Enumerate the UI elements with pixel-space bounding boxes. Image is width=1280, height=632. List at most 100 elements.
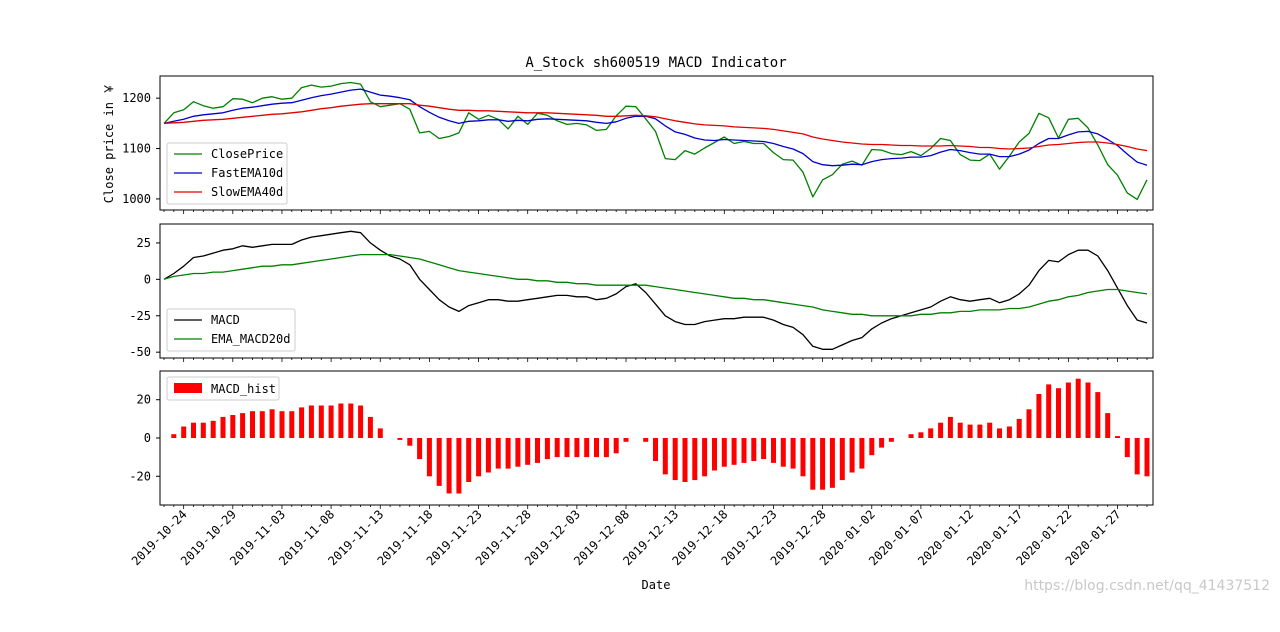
hist-bar	[839, 438, 845, 481]
hist-bar	[338, 403, 344, 438]
hist-bar	[456, 438, 462, 494]
y-tick-label: 0	[144, 272, 151, 286]
hist-bar	[505, 438, 511, 469]
hist-bar	[1056, 388, 1061, 438]
hist-bar	[918, 432, 924, 438]
y-tick-label: -20	[129, 469, 151, 483]
hist-bar	[466, 438, 472, 482]
hist-bar	[938, 422, 944, 438]
legend-hist-label: MACD_hist	[211, 382, 276, 396]
hist-bar	[200, 422, 206, 438]
slowema40d-line	[163, 103, 1148, 152]
fastema10d-line	[163, 88, 1148, 167]
hist-bar	[358, 405, 364, 438]
hist-bar	[269, 409, 275, 438]
hist-bar	[397, 438, 403, 440]
hist-bar	[810, 438, 816, 490]
hist-bar	[240, 413, 246, 438]
hist-bar	[712, 438, 717, 471]
legend-closeprice-label: ClosePrice	[211, 147, 283, 161]
hist-y-ticks: -20 0 20	[129, 393, 160, 483]
hist-bar	[250, 411, 255, 438]
hist-bar	[318, 405, 324, 438]
hist-bar	[407, 438, 413, 446]
hist-bar	[367, 416, 373, 438]
price-panel: 1000 1100 1200 Close price in ￥ ClosePrice…	[102, 75, 1154, 214]
hist-bar	[721, 438, 727, 467]
hist-bar	[191, 422, 196, 438]
hist-bar	[594, 438, 599, 458]
hist-bar	[259, 411, 265, 438]
hist-bar	[377, 428, 383, 438]
hist-bar	[525, 438, 531, 465]
x-axis-label: Date	[642, 578, 671, 592]
hist-bar	[682, 438, 688, 482]
hist-bar	[643, 438, 649, 442]
hist-bar	[1144, 438, 1150, 477]
hist-bar	[574, 438, 580, 458]
hist-bar	[1095, 392, 1101, 438]
hist-bar	[829, 438, 835, 488]
hist-bar	[623, 438, 629, 442]
hist-bars	[171, 378, 1150, 494]
price-x-ticks	[163, 210, 1148, 214]
hist-bar	[662, 438, 668, 475]
x-tick-labels: 2019-10-242019-10-292019-11-032019-11-08…	[129, 507, 1124, 568]
hist-bar	[751, 438, 757, 461]
hist-bar	[957, 422, 963, 438]
legend-hist-swatch	[174, 383, 202, 393]
y-tick-label: 1200	[122, 91, 151, 105]
y-tick-label: -50	[129, 345, 151, 359]
y-tick-label: 0	[144, 431, 151, 445]
y-tick-label: -25	[129, 309, 151, 323]
hist-bar	[230, 415, 236, 438]
macd-x-ticks	[163, 358, 1148, 362]
hist-bar	[800, 438, 806, 477]
hist-bar	[446, 438, 452, 494]
hist-bar	[289, 411, 295, 438]
hist-x-ticks	[163, 505, 1148, 509]
hist-bar	[790, 438, 796, 469]
hist-bar	[731, 438, 737, 465]
hist-bar	[761, 438, 767, 460]
watermark-text: https://blog.csdn.net/qq_41437512	[1024, 578, 1270, 594]
hist-bar	[869, 438, 875, 456]
hist-bar	[613, 438, 619, 454]
hist-bar	[515, 438, 521, 467]
hist-bar	[888, 438, 894, 442]
hist-bar	[977, 424, 983, 438]
hist-bar	[997, 428, 1002, 438]
hist-bar	[171, 434, 177, 438]
hist-bar	[279, 411, 285, 438]
hist-bar	[692, 438, 698, 481]
hist-bar	[603, 438, 609, 458]
hist-legend-box	[166, 376, 280, 401]
price-y-label: Close price in ￥	[102, 83, 116, 203]
hist-bar	[584, 438, 590, 458]
price-axes-frame	[159, 75, 1154, 211]
legend-slowema-label: SlowEMA40d	[211, 185, 283, 199]
hist-bar	[987, 422, 993, 438]
macd-legend: MACD EMA_MACD20d	[166, 308, 296, 352]
hist-bar	[220, 416, 226, 438]
hist-bar	[181, 426, 187, 438]
price-legend-box	[166, 142, 288, 205]
hist-bar	[1115, 436, 1120, 438]
hist-bar	[308, 405, 314, 438]
y-tick-label: 25	[137, 236, 151, 250]
macd-series	[163, 230, 1148, 350]
legend-fastema-label: FastEMA10d	[211, 166, 283, 180]
hist-bar	[210, 420, 216, 438]
closeprice-line	[163, 81, 1148, 201]
macd-panel: -50 -25 0 25 MACD EMA_MACD20d	[129, 223, 1154, 362]
hist-bar	[1075, 378, 1081, 438]
hist-bar	[1036, 394, 1042, 438]
legend-macd-label: MACD	[211, 313, 240, 327]
hist-bar	[1124, 438, 1130, 458]
chart-title: A_Stock sh600519 MACD Indicator	[525, 55, 786, 71]
hist-bar	[653, 438, 658, 461]
hist-bar	[859, 438, 865, 469]
hist-bar	[741, 438, 747, 463]
hist-bar	[426, 438, 432, 477]
hist-bar	[879, 438, 885, 448]
